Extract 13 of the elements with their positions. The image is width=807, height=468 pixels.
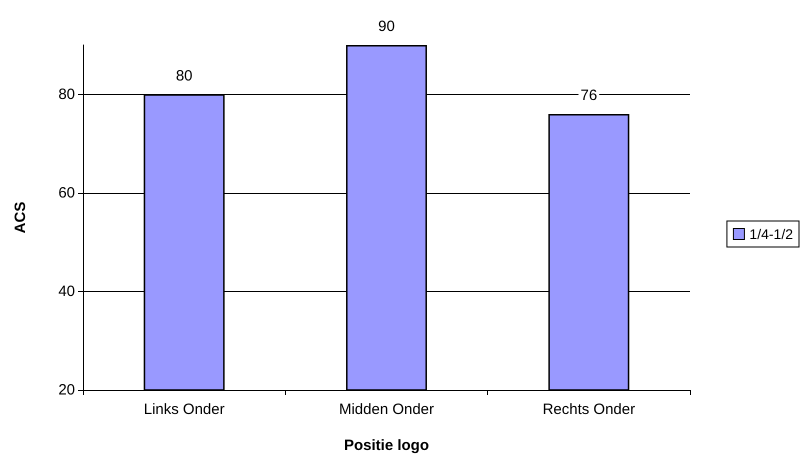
y-tick-label: 60: [58, 184, 75, 202]
data-label: 76: [580, 87, 598, 104]
y-tick-label: 40: [58, 282, 75, 300]
legend-label: 1/4-1/2: [749, 226, 794, 242]
x-tick-label: Midden Onder: [338, 401, 434, 418]
y-tick-label: 80: [58, 86, 75, 103]
x-tick-label: Links Onder: [144, 401, 225, 418]
x-axis-title: Positie logo: [344, 437, 430, 454]
data-label: 90: [378, 18, 395, 35]
y-tick-label: 20: [58, 382, 75, 398]
x-tick-label: Rechts Onder: [542, 401, 636, 418]
data-label: 80: [176, 67, 193, 84]
y-axis-title: ACS: [12, 202, 29, 234]
